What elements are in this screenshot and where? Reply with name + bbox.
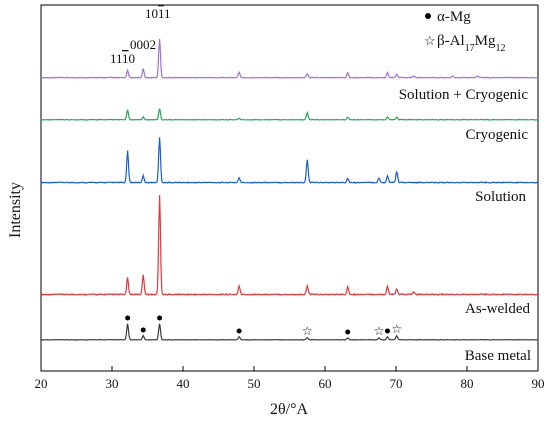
beta-legend-label: β-Al17Mg12 bbox=[437, 33, 505, 54]
x-tick-label-60: 60 bbox=[319, 376, 332, 391]
x-tick-label-80: 80 bbox=[461, 376, 474, 391]
alpha-mg-marker bbox=[345, 329, 351, 335]
series-label-base-metal: Base metal bbox=[465, 348, 531, 364]
series-line-as-welded bbox=[40, 195, 539, 296]
series-label-solution: Solution bbox=[475, 189, 526, 205]
beta-marker: ☆ bbox=[391, 322, 402, 336]
alpha-mg-marker bbox=[236, 328, 242, 334]
series-label-cryogenic: Cryogenic bbox=[466, 127, 529, 143]
x-axis-title: 2θ/°A bbox=[270, 401, 309, 418]
peak-label-0002: 0002 bbox=[130, 37, 156, 52]
plot-frame bbox=[40, 4, 539, 372]
beta-marker: ☆ bbox=[374, 324, 385, 338]
beta-marker: ☆ bbox=[302, 324, 313, 338]
x-tick-label-90: 90 bbox=[532, 376, 545, 391]
x-tick-label-40: 40 bbox=[177, 376, 190, 391]
x-tick-label-30: 30 bbox=[106, 376, 119, 391]
alpha-mg-marker bbox=[157, 315, 163, 321]
alpha-mg-legend-label: α-Mg bbox=[437, 9, 471, 25]
alpha-mg-legend-dot bbox=[425, 13, 431, 19]
y-axis-title: Intensity bbox=[7, 182, 24, 238]
beta-legend-star: ☆ bbox=[424, 33, 436, 48]
series-label-solution-cryogenic: Solution + Cryogenic bbox=[399, 87, 529, 103]
series-line-solution bbox=[40, 137, 539, 184]
peak-label-11-20: 1110 bbox=[110, 51, 135, 66]
series-labels: Base metal As-welded Solution Cryogenic Solu… bbox=[399, 87, 531, 364]
x-tick-label-50: 50 bbox=[248, 376, 261, 391]
legend: α-Mg ☆ β-Al17Mg12 bbox=[424, 9, 505, 54]
alpha-mg-marker bbox=[140, 327, 146, 333]
alpha-mg-marker bbox=[384, 328, 390, 334]
series-line-cryogenic bbox=[40, 108, 539, 121]
peak-index-labels: 1110 0002 1011 bbox=[110, 6, 171, 66]
x-axis-ticks: 20 30 40 50 60 70 80 90 bbox=[35, 366, 545, 391]
series-line-base-metal bbox=[40, 323, 539, 341]
series-lines bbox=[40, 38, 539, 341]
series-label-as-welded: As-welded bbox=[465, 301, 530, 317]
series-line-solution-cryogenic bbox=[40, 38, 539, 79]
peak-label-10-11: 1011 bbox=[145, 6, 171, 21]
phase-markers: ☆ ☆ ☆ bbox=[125, 315, 402, 338]
x-tick-label-70: 70 bbox=[390, 376, 403, 391]
x-tick-label-20: 20 bbox=[35, 376, 48, 391]
alpha-mg-marker bbox=[125, 315, 131, 321]
